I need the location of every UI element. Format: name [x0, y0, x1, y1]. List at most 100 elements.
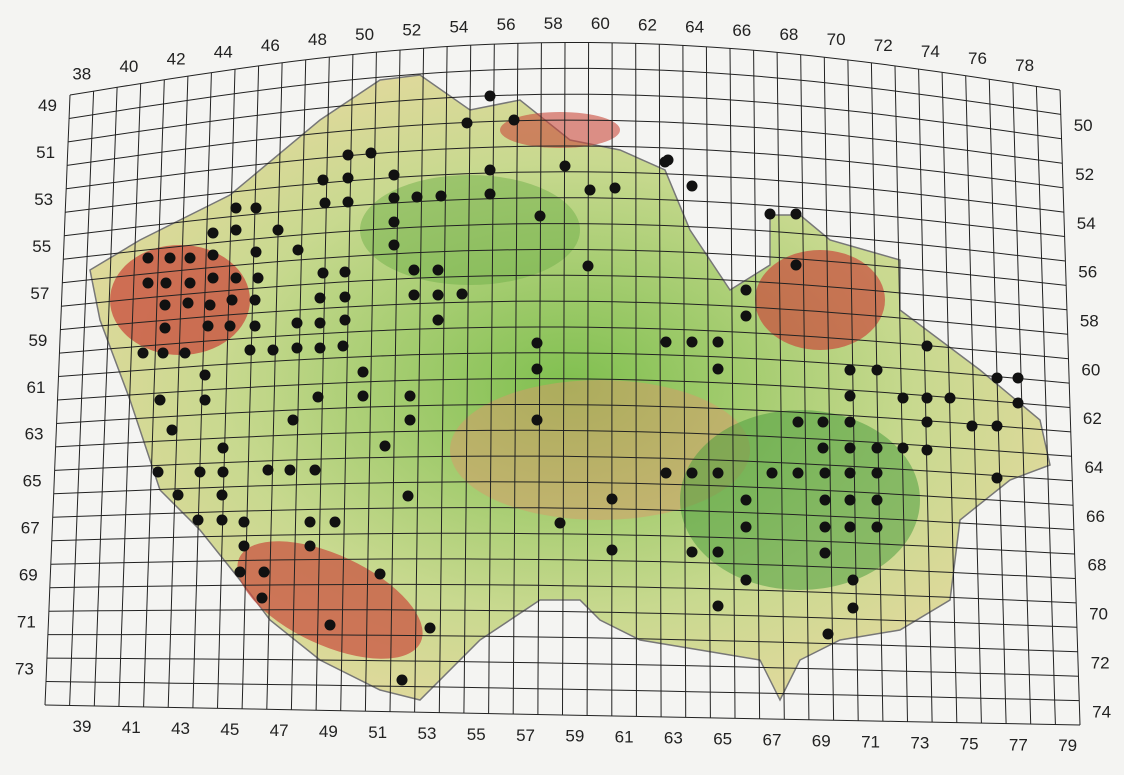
occurrence-dot [992, 473, 1003, 484]
occurrence-dot [343, 173, 354, 184]
occurrence-dot [340, 292, 351, 303]
occurrence-dot [485, 91, 496, 102]
row-label: 68 [1088, 556, 1107, 575]
occurrence-dot [225, 321, 236, 332]
occurrence-dot [318, 175, 329, 186]
occurrence-dot [845, 417, 856, 428]
occurrence-dot [793, 417, 804, 428]
column-label: 47 [270, 721, 289, 740]
column-label: 76 [968, 49, 987, 68]
row-label: 67 [21, 519, 40, 538]
occurrence-dot [358, 367, 369, 378]
occurrence-dot [358, 391, 369, 402]
occurrence-dot [713, 468, 724, 479]
column-label: 38 [72, 65, 91, 84]
occurrence-dot [409, 290, 420, 301]
occurrence-dot [583, 261, 594, 272]
occurrence-dot [338, 341, 349, 352]
occurrence-dot [509, 115, 520, 126]
occurrence-dot [253, 273, 264, 284]
occurrence-dot [217, 490, 228, 501]
column-label: 53 [418, 724, 437, 743]
occurrence-dot [375, 569, 386, 580]
occurrence-dot [945, 393, 956, 404]
occurrence-dot [922, 341, 933, 352]
occurrence-dot [741, 285, 752, 296]
occurrence-dot [967, 421, 978, 432]
occurrence-dot [251, 203, 262, 214]
occurrence-dot [405, 415, 416, 426]
occurrence-dot [389, 170, 400, 181]
occurrence-dot [250, 295, 261, 306]
occurrence-dot [340, 315, 351, 326]
occurrence-dot [898, 443, 909, 454]
occurrence-dot [263, 465, 274, 476]
row-label: 63 [25, 425, 44, 444]
occurrence-dot [200, 370, 211, 381]
occurrence-dot [532, 415, 543, 426]
occurrence-dot [227, 295, 238, 306]
row-label: 59 [28, 331, 47, 350]
occurrence-dot [845, 365, 856, 376]
occurrence-dot [560, 161, 571, 172]
occurrence-dot [305, 541, 316, 552]
occurrence-dot [160, 300, 171, 311]
occurrence-dot [268, 345, 279, 356]
occurrence-dot [315, 318, 326, 329]
occurrence-dot [485, 189, 496, 200]
occurrence-dot [661, 468, 672, 479]
column-label: 68 [779, 25, 798, 44]
occurrence-dot [765, 209, 776, 220]
occurrence-dot [313, 392, 324, 403]
column-label: 48 [308, 30, 327, 49]
occurrence-dot [741, 522, 752, 533]
row-label: 56 [1078, 263, 1097, 282]
occurrence-dot [305, 517, 316, 528]
occurrence-dot [872, 443, 883, 454]
occurrence-dot [153, 467, 164, 478]
occurrence-dot [713, 547, 724, 558]
row-label: 61 [27, 378, 46, 397]
column-label: 44 [214, 42, 233, 61]
occurrence-dot [793, 468, 804, 479]
occurrence-dot [845, 468, 856, 479]
column-label: 50 [355, 25, 374, 44]
occurrence-dot [607, 545, 618, 556]
column-label: 65 [713, 730, 732, 749]
occurrence-dot [412, 192, 423, 203]
occurrence-dot [218, 467, 229, 478]
lowland [360, 175, 580, 285]
column-label: 55 [467, 725, 486, 744]
occurrence-dot [257, 593, 268, 604]
column-label: 74 [921, 42, 940, 61]
row-label: 49 [38, 96, 57, 115]
column-label: 59 [565, 727, 584, 746]
occurrence-dot [791, 260, 802, 271]
occurrence-dot [992, 373, 1003, 384]
occurrence-dot [713, 364, 724, 375]
occurrence-dot [687, 468, 698, 479]
occurrence-dot [403, 491, 414, 502]
occurrence-dot [259, 567, 270, 578]
occurrence-dot [848, 575, 859, 586]
occurrence-dot [380, 441, 391, 452]
occurrence-dot [661, 337, 672, 348]
row-label: 54 [1077, 214, 1096, 233]
occurrence-dot [185, 278, 196, 289]
occurrence-dot [872, 365, 883, 376]
occurrence-dot [845, 391, 856, 402]
occurrence-dot [610, 183, 621, 194]
occurrence-dot [818, 443, 829, 454]
column-label: 49 [319, 722, 338, 741]
occurrence-dot [820, 548, 831, 559]
occurrence-dot [208, 273, 219, 284]
occurrence-dot [845, 443, 856, 454]
occurrence-dot [713, 601, 724, 612]
column-label: 41 [122, 718, 141, 737]
occurrence-dot [433, 315, 444, 326]
occurrence-dot [195, 467, 206, 478]
occurrence-dot [485, 165, 496, 176]
row-label: 65 [23, 472, 42, 491]
occurrence-dot [687, 547, 698, 558]
occurrence-dot [820, 522, 831, 533]
